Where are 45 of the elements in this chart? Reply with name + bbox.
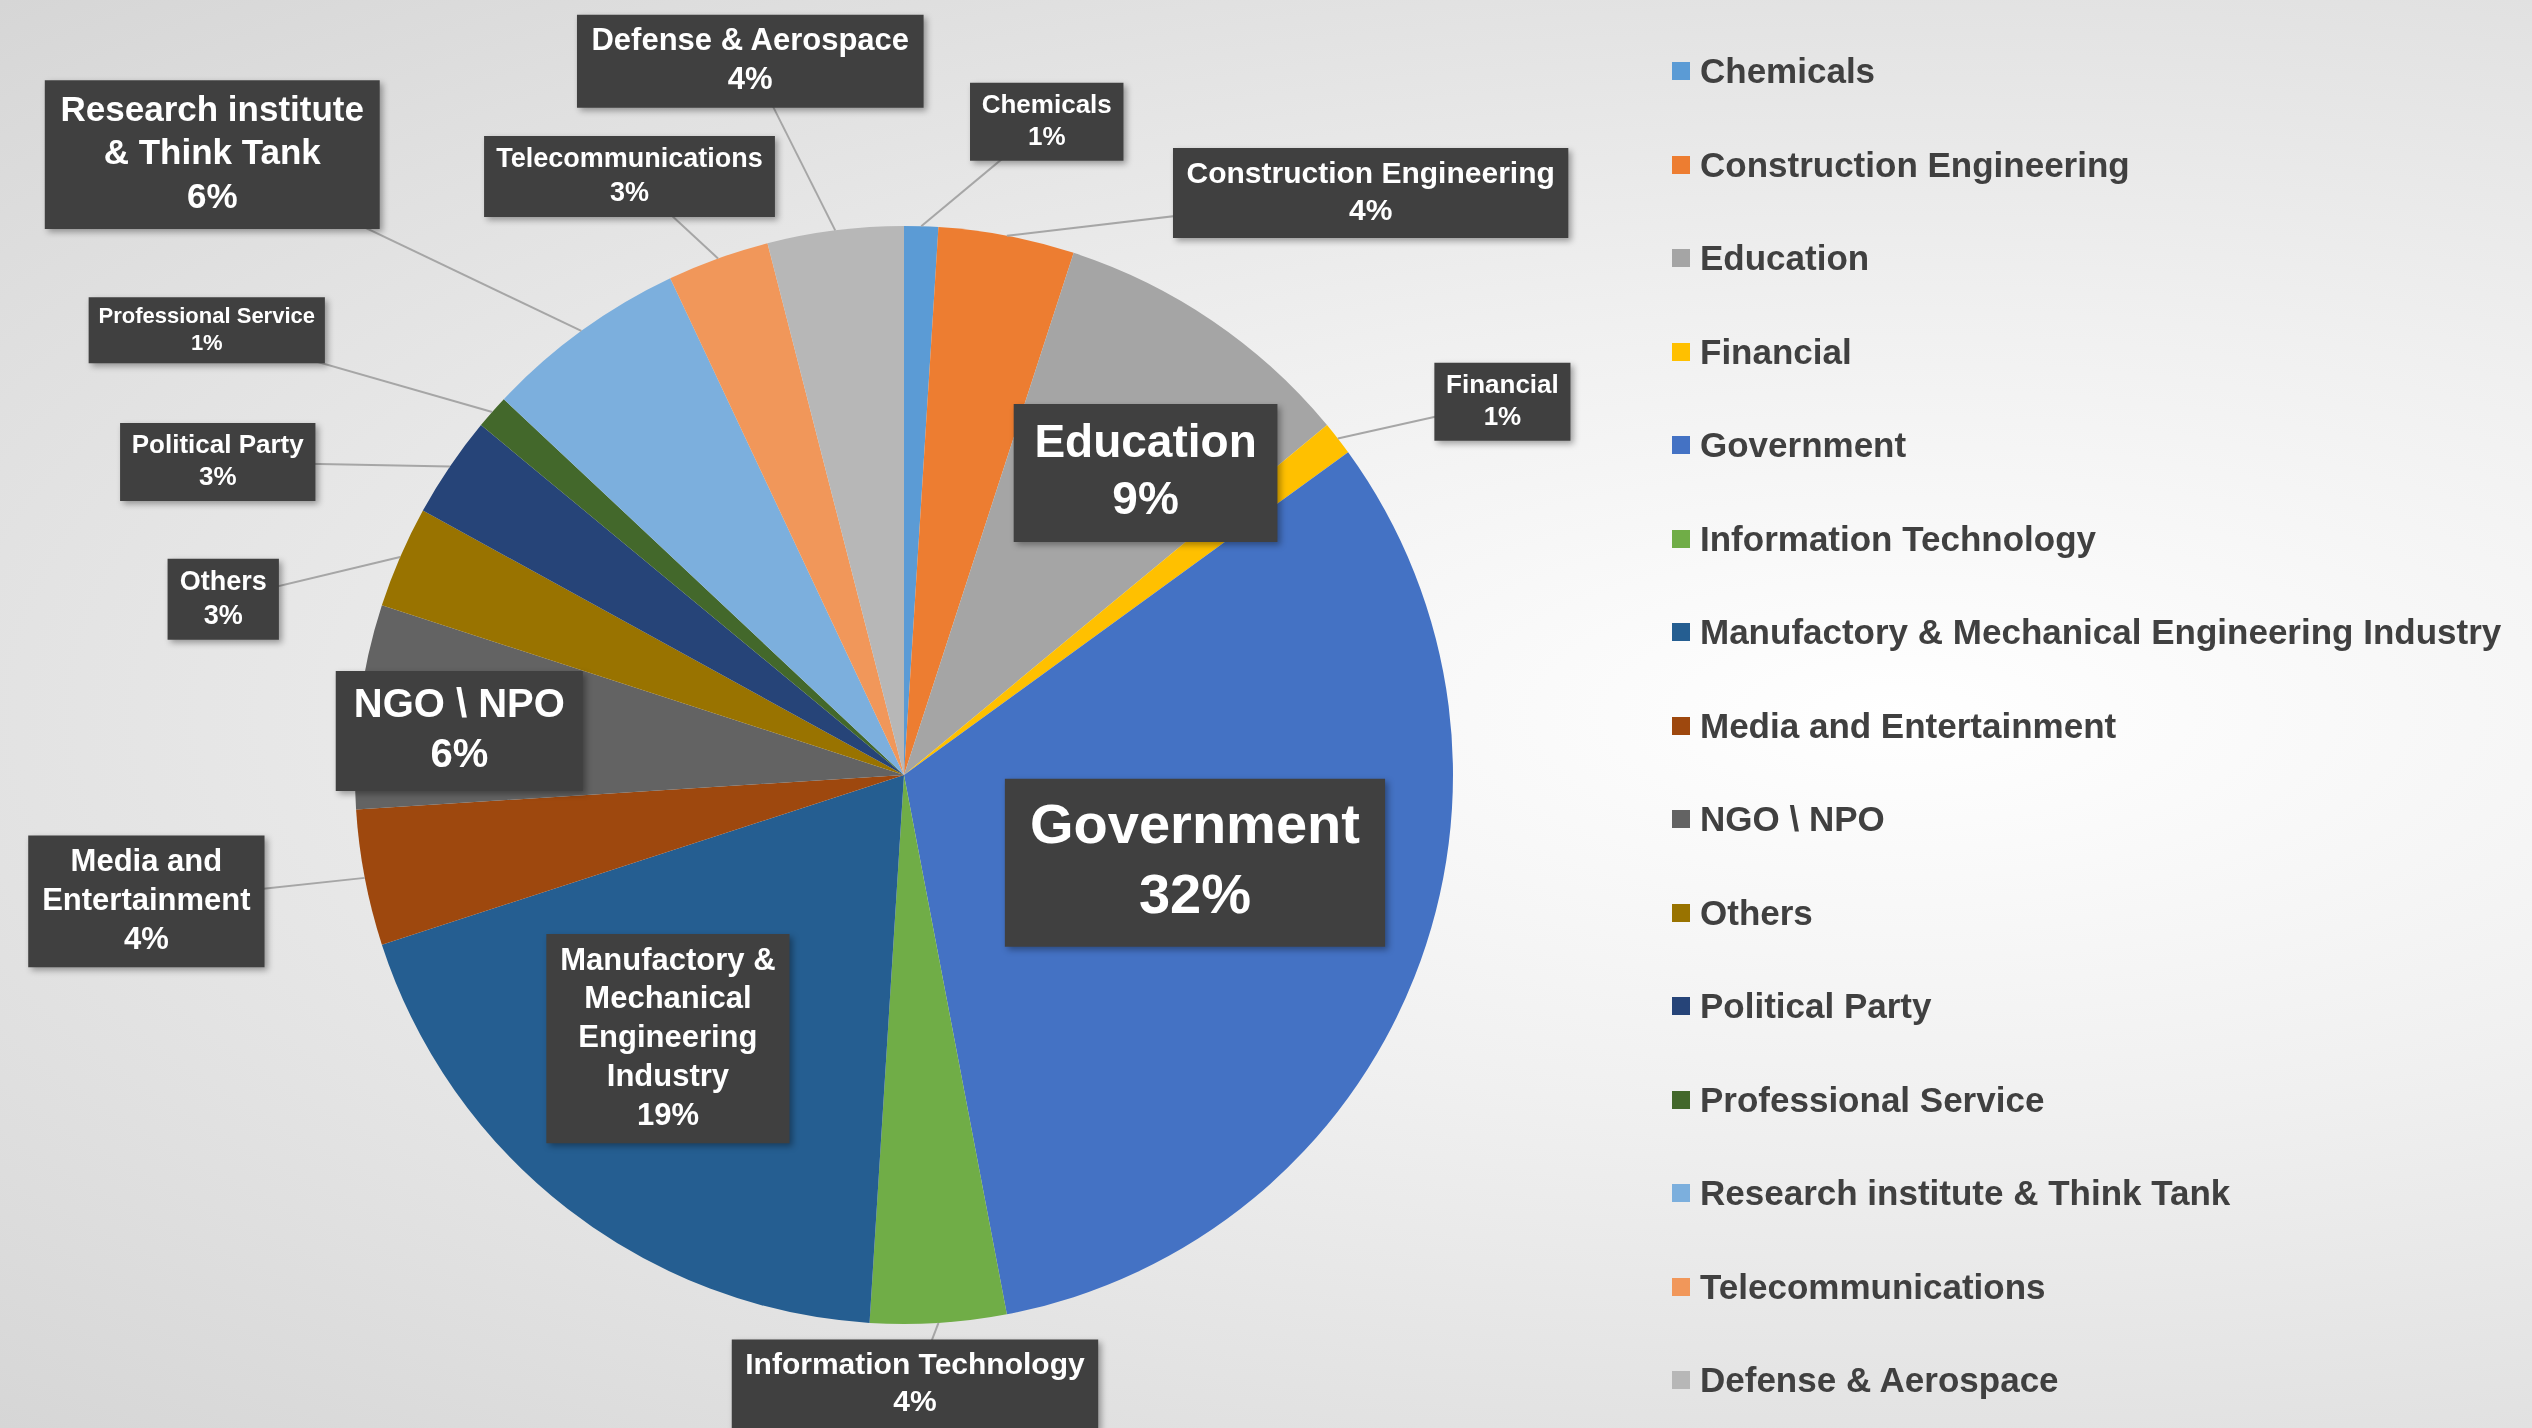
slice-label: NGO \ NPO [353,681,565,726]
slice-label: Education [1034,414,1257,467]
data-label: 3% [609,176,650,207]
slice-label: Telecommunications [496,143,763,174]
slice-label: Others [179,565,267,596]
legend-label: Financial [1700,330,1852,373]
legend-label: Information Technology [1700,517,2097,560]
legend-label: Education [1700,237,1870,279]
legend-label: Professional Service [1700,1078,2045,1121]
data-label: 4% [893,1384,937,1418]
slice-label: Defense & Aerospace [591,22,910,58]
legend-label: Telecommunications [1700,1265,2046,1308]
slice-label: Chemicals [981,88,1112,119]
legend-label: Media and Entertainment [1700,704,2117,747]
slice-label: Research institute & Think Tank [60,88,364,172]
slice-label: Manufactory & Mechanical Engineering Industry [560,941,776,1093]
data-label: 3% [203,599,243,630]
legend-label: Others [1700,891,1813,934]
legend-label: Construction Engineering [1700,143,2130,186]
data-label: 6% [186,176,238,216]
legend-label: Government [1700,424,1907,466]
data-label: 9% [1112,472,1179,525]
data-label: 1% [1027,121,1066,152]
data-label: 19% [636,1096,699,1132]
slice-label: Information Technology [745,1346,1086,1380]
data-label: 1% [190,330,223,356]
legend-label: NGO \ NPO [1700,798,1885,840]
data-label: 3% [198,461,237,492]
slice-label: Professional Service [98,302,315,328]
data-label: 4% [727,61,773,97]
data-label: 6% [430,731,489,776]
data-label: 4% [1348,193,1393,227]
legend-label: Research institute & Think Tank [1700,1172,2231,1214]
slice-label: Financial [1446,368,1559,399]
legend-label: Manufactory & Mechanical Engineering Industry [1700,611,2502,653]
data-label: 1% [1483,401,1522,432]
slice-label: Construction Engineering [1186,155,1555,189]
data-label: 32% [1138,862,1252,926]
legend-label: Chemicals [1700,50,1876,92]
legend-label: Defense & Aerospace [1700,1359,2059,1401]
legend-label: Political Party [1700,985,1932,1027]
slice-label: Political Party [131,428,305,459]
slice-label: Government [1030,792,1360,856]
slice-label: Media and Entertainment [42,843,251,917]
data-label: 4% [123,920,169,956]
